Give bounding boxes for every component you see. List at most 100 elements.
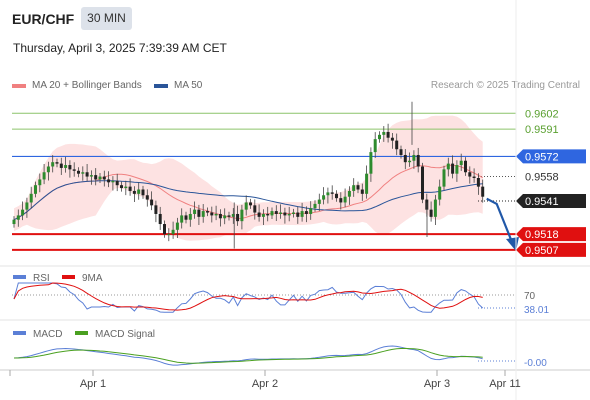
candle-body — [365, 173, 369, 194]
candle-body — [21, 209, 25, 216]
rsi-swatch — [13, 275, 26, 279]
macd-signal-line — [14, 347, 483, 364]
rsi-line — [13, 282, 484, 313]
timeframe-badge[interactable]: 30 MIN — [81, 7, 132, 30]
candle-body — [227, 215, 231, 217]
candle-body — [184, 215, 188, 220]
candle-body — [72, 169, 76, 171]
support-label: 0.9518 — [525, 229, 559, 241]
candle-body — [98, 176, 102, 180]
candle-body — [356, 185, 360, 190]
pivot-label: 0.9572 — [525, 151, 559, 163]
ma50-label: MA 50 — [174, 80, 203, 91]
candle-body — [283, 212, 287, 216]
macd-value-label: -0.00 — [524, 358, 547, 369]
level-lines — [12, 112, 516, 251]
candle-body — [378, 134, 381, 140]
candle-body — [335, 193, 338, 199]
candle-body — [141, 189, 145, 196]
candle-body — [270, 211, 274, 216]
candle-body — [322, 195, 326, 200]
candle-body — [132, 190, 136, 194]
candle-body — [442, 169, 446, 187]
candle-body — [51, 162, 55, 167]
ma20-swatch — [12, 83, 26, 88]
time-tick-label: Apr 2 — [252, 378, 278, 390]
candle-body — [408, 160, 412, 163]
candle-body — [163, 224, 166, 235]
candle-body — [214, 213, 218, 216]
ma50-swatch — [154, 83, 168, 88]
candle-body — [12, 219, 16, 225]
candle-body — [38, 179, 42, 186]
candle-body — [446, 163, 450, 170]
rsi-70-label: 70 — [524, 291, 536, 302]
bollinger-band — [14, 115, 483, 241]
rsi-ma-label: 9MA — [82, 273, 103, 284]
macd-signal-swatch — [75, 331, 88, 335]
candle-body — [304, 211, 308, 214]
candle-body — [120, 185, 123, 189]
forecast-arrow — [486, 197, 519, 252]
candle-body — [25, 202, 29, 210]
candle-body — [201, 211, 205, 217]
candle-body — [128, 186, 132, 191]
candle-body — [171, 229, 175, 235]
ma50-line — [13, 180, 483, 221]
symbol-title: EUR/CHF — [12, 11, 75, 27]
candle-body — [124, 186, 128, 189]
last-price-box — [516, 194, 586, 209]
candle-body — [459, 160, 463, 166]
ma20-label: MA 20 + Bollinger Bands — [32, 80, 142, 91]
candle-body — [468, 172, 472, 177]
candle-body — [85, 172, 89, 177]
candle-body — [279, 212, 283, 214]
ma-value-label: 0.9558 — [525, 172, 559, 184]
candle-body — [386, 131, 390, 138]
candle-body — [158, 213, 162, 225]
time-axis: Apr 1 Apr 2 Apr 3 Apr 11 — [9, 370, 521, 390]
resistance-label: 0.9602 — [525, 108, 559, 120]
candle-body — [266, 213, 270, 216]
candle-body — [223, 215, 227, 219]
candle-body — [68, 165, 72, 170]
candle-body — [421, 166, 424, 200]
candle-body — [115, 180, 119, 186]
level-labels: 0.9602 0.9591 0.9572 0.9558 0.9541 0.9518 0.95… — [516, 108, 586, 257]
candle-body — [403, 154, 407, 163]
candle-body — [300, 211, 304, 217]
candle-body — [369, 152, 373, 174]
candle-body — [236, 213, 240, 222]
rsi-ma-swatch — [62, 275, 75, 279]
candle-body — [395, 140, 399, 150]
macd-legend: MACD MACD Signal — [13, 329, 155, 340]
legend-ma50: MA 50 — [154, 80, 202, 91]
candles — [12, 101, 485, 249]
candle-body — [274, 211, 278, 214]
support-label: 0.9507 — [525, 245, 559, 257]
candle-body — [137, 189, 141, 194]
candle-body — [46, 166, 50, 173]
rsi-legend: RSI 9MA — [13, 273, 103, 284]
candle-body — [464, 160, 467, 173]
research-credit: Research © 2025 Trading Central — [430, 80, 580, 91]
candle-body — [429, 209, 433, 217]
candle-body — [326, 192, 330, 196]
candle-body — [296, 212, 300, 217]
support-label-box — [516, 242, 586, 257]
candle-body — [55, 162, 59, 164]
candle-body — [81, 172, 85, 174]
candle-body — [472, 176, 476, 178]
candle-body — [154, 205, 158, 214]
candle-body — [111, 180, 115, 183]
candle-body — [64, 165, 68, 168]
candle-body — [352, 185, 356, 191]
macd-label: MACD — [33, 329, 62, 340]
candle-body — [433, 199, 437, 217]
last-price-label: 0.9541 — [525, 196, 559, 208]
candle-body — [287, 213, 291, 216]
macd-swatch — [13, 331, 26, 335]
support-label-box — [516, 227, 586, 242]
candle-body — [412, 154, 416, 161]
candle-body — [481, 186, 485, 197]
